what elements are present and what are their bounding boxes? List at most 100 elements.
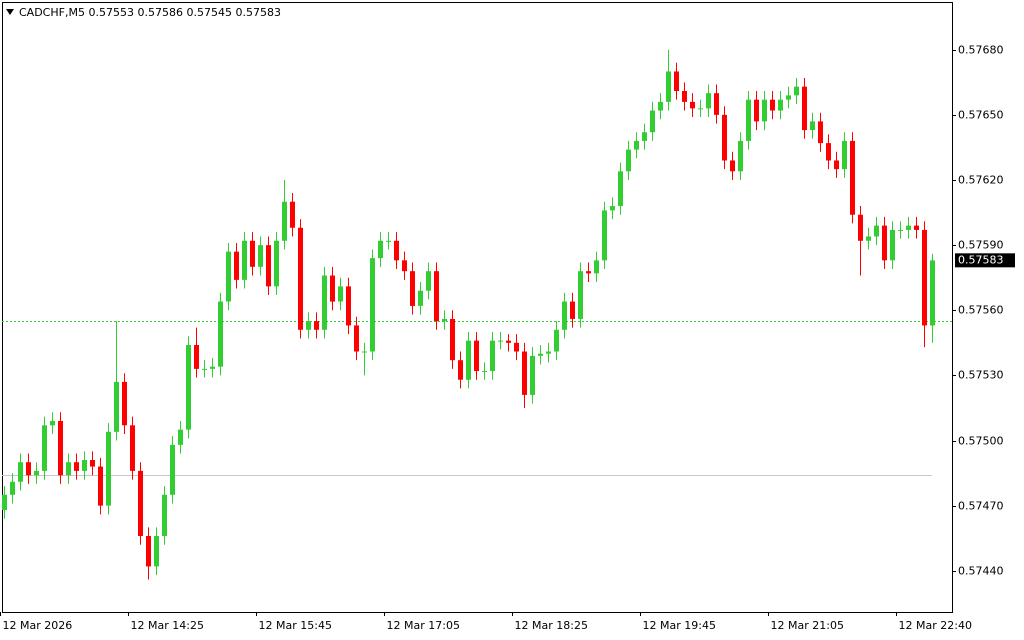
candle-body — [26, 462, 31, 476]
candle-body — [826, 143, 831, 161]
candle-body — [330, 275, 335, 302]
candle-body — [538, 353, 543, 356]
candle-body — [338, 286, 343, 302]
candle-body — [794, 86, 799, 96]
candle-body — [106, 431, 111, 506]
y-tick-label: 0.57530 — [958, 369, 1004, 382]
candle-body — [242, 240, 247, 280]
candle-body — [322, 275, 327, 330]
candle-body — [666, 71, 671, 102]
candle-body — [586, 271, 591, 274]
candle-body — [530, 355, 535, 395]
candle-body — [274, 240, 279, 287]
candle-body — [898, 229, 903, 231]
candle-body — [762, 99, 767, 122]
price-label-box — [955, 253, 1015, 268]
candle-body — [362, 351, 367, 353]
candle-body — [442, 318, 447, 322]
candle-body — [66, 462, 71, 476]
candle-body — [154, 536, 159, 567]
candle-body — [418, 290, 423, 306]
candle-body — [906, 225, 911, 230]
candle-body — [354, 325, 359, 352]
x-tick-label: 12 Mar 18:25 — [515, 619, 588, 632]
y-tick-label: 0.57440 — [958, 565, 1004, 578]
candle-body — [786, 95, 791, 100]
candle-body — [162, 494, 167, 537]
candle-body — [210, 366, 215, 369]
candle-body — [818, 121, 823, 144]
candle-body — [258, 245, 263, 267]
candle-body — [178, 429, 183, 445]
candle-body — [42, 425, 47, 471]
candle-body — [594, 260, 599, 274]
candle-body — [90, 460, 95, 467]
candle-body — [722, 114, 727, 161]
candle-body — [930, 260, 935, 326]
y-tick-label: 0.57560 — [958, 304, 1004, 317]
candle-body — [466, 340, 471, 380]
candle-body — [266, 245, 271, 287]
candle-body — [218, 301, 223, 367]
candle-body — [394, 240, 399, 261]
x-tick-label: 12 Mar 19:45 — [643, 619, 716, 632]
candle-body — [850, 140, 855, 215]
candle-body — [98, 466, 103, 506]
candle-body — [130, 425, 135, 471]
candle-body — [914, 225, 919, 230]
x-tick-label: 12 Mar 17:05 — [387, 619, 460, 632]
candle-body — [306, 321, 311, 330]
candle-body — [642, 132, 647, 141]
candle-body — [498, 340, 503, 342]
candle-body — [290, 201, 295, 228]
candle-body — [698, 108, 703, 110]
candle-body — [74, 462, 79, 471]
candle-body — [514, 342, 519, 352]
candle-body — [482, 371, 487, 373]
candle-body — [882, 225, 887, 261]
candle-body — [778, 99, 783, 111]
candle-body — [474, 340, 479, 372]
candle-body — [842, 140, 847, 170]
x-tick-label: 12 Mar 2026 — [3, 619, 73, 632]
y-tick-label: 0.57590 — [958, 239, 1004, 252]
header-close: 0.57583 — [235, 6, 281, 19]
candle-body — [378, 240, 383, 259]
candle-body — [18, 462, 23, 482]
candle-body — [634, 140, 639, 150]
candle-body — [386, 240, 391, 242]
candle-body — [890, 229, 895, 261]
candle-body — [866, 236, 871, 241]
candle-body — [426, 271, 431, 291]
candle-body — [522, 351, 527, 395]
header-open: 0.57553 — [88, 6, 134, 19]
candle-body — [602, 210, 607, 261]
candle-body — [858, 214, 863, 241]
candle-body — [506, 340, 511, 343]
candle-body — [834, 160, 839, 170]
header-high: 0.57586 — [137, 6, 183, 19]
candle-body — [370, 258, 375, 352]
candle-body — [410, 271, 415, 306]
candle-body — [434, 271, 439, 322]
candle-body — [546, 351, 551, 354]
candle-body — [226, 251, 231, 302]
candle-body — [754, 99, 759, 122]
candle-body — [618, 171, 623, 207]
candle-body — [50, 420, 55, 426]
x-tick-label: 12 Mar 14:25 — [131, 619, 204, 632]
candle-body — [298, 227, 303, 330]
candle-body — [314, 321, 319, 330]
candle-body — [810, 121, 815, 131]
candle-body — [202, 368, 207, 370]
candle-body — [714, 93, 719, 115]
candle-body — [650, 110, 655, 133]
x-tick-label: 12 Mar 21:05 — [771, 619, 844, 632]
candle-body — [194, 344, 199, 369]
y-tick-label: 0.57620 — [958, 174, 1004, 187]
candle-body — [10, 481, 15, 495]
candle-body — [82, 460, 87, 471]
candle-body — [562, 301, 567, 330]
menu-triangle[interactable] — [6, 9, 14, 15]
